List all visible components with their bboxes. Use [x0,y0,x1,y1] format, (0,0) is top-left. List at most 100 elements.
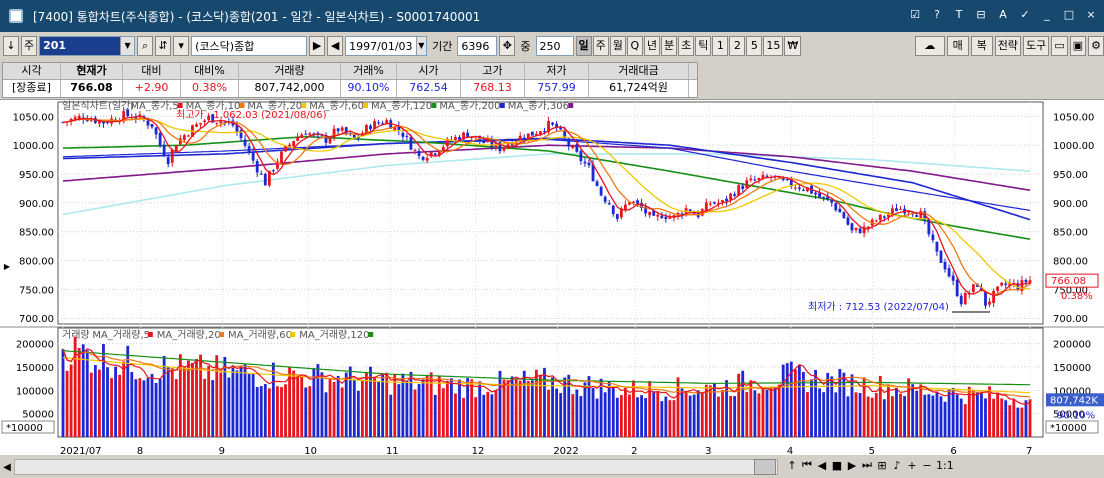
volume-bar [571,394,575,437]
period-button-12[interactable]: ₩ [784,36,802,56]
sort-icon[interactable]: ⇵ [155,36,172,56]
title-button-5[interactable]: ✓ [1020,8,1030,21]
title-button-3[interactable]: ⊟ [976,8,986,21]
candle-body [741,185,745,189]
title-button-7[interactable]: □ [1063,8,1075,21]
period-button-3[interactable]: Q [626,36,643,56]
candle-body [199,122,202,125]
period-button-5[interactable]: 분 [661,36,678,56]
scroll-track[interactable] [14,459,778,475]
count-input[interactable]: 250 [535,36,574,56]
period-button-2[interactable]: 월 [609,36,626,56]
nav-button-9[interactable]: − [922,458,932,472]
candle-body [854,227,858,231]
period-button-8[interactable]: 1 [712,36,729,56]
scroll-left-icon[interactable]: ◀ [3,461,11,473]
chart-area[interactable]: 1050.00 1050.00 1000.00 1000.00 950.00 950.00… [0,99,1104,456]
right-button-3[interactable]: 도구 [1022,36,1050,56]
nav-button-8[interactable]: + [907,458,917,472]
title-button-4[interactable]: A [999,8,1007,21]
move-icon[interactable]: ✥ [499,36,516,56]
quote-header-2: 대비 [123,63,181,79]
side-expand-icon[interactable]: ▶ [3,262,11,271]
title-button-2[interactable]: T [955,8,963,21]
x-tick-label: 8 [137,446,143,456]
title-button-0[interactable]: ☑ [910,8,920,21]
volume-legend-item: MA_거래량,120 [299,329,369,341]
period-button-10[interactable]: 5 [746,36,763,56]
period-button-1[interactable]: 주 [592,36,609,56]
volume-legend-item: MA_거래량,5 [92,329,150,341]
volume-bar [348,366,352,437]
period-button-9[interactable]: 2 [729,36,746,56]
title-button-8[interactable]: × [1086,8,1096,21]
right-button-2[interactable]: 전략 [994,36,1021,56]
down-arrow-button[interactable]: ↓ [3,36,19,56]
right-button-1[interactable]: 복 [970,36,993,56]
chevron-down-icon[interactable]: ▼ [120,37,135,55]
volume-bar [450,378,453,437]
title-button-1[interactable]: ? [934,8,940,21]
back-button[interactable]: ◀ [327,36,344,56]
scroll-thumb[interactable] [754,459,776,475]
volume-bar [802,371,805,437]
period-button-6[interactable]: 초 [678,36,695,56]
candle-body [296,137,300,141]
price-tick-right: 1050.00 [1053,112,1094,123]
quote-header-6: 시가 [397,63,461,79]
volume-bar [437,376,441,437]
volume-bar [975,392,979,437]
volume-bar [980,391,983,437]
period-button-0[interactable]: 일 [575,36,592,56]
candle-body [636,200,639,204]
nav-button-3[interactable]: ■ [831,458,843,472]
candle-body [381,123,385,125]
code-combo[interactable]: 201 ▼ [39,36,136,56]
market-type-button[interactable]: 주 [21,36,38,56]
nav-button-4[interactable]: ▶ [847,458,857,472]
volume-bar [182,366,186,437]
period-button-4[interactable]: 년 [643,36,660,56]
nav-button-0[interactable]: ↑ [787,458,797,472]
candle-body [951,275,955,281]
candle-body [393,126,397,131]
title-button-6[interactable]: _ [1044,8,1050,21]
current-volume-pct: 90.10% [1057,410,1095,421]
candle-body [846,217,850,225]
volume-bar [534,369,538,437]
nav-button-10[interactable]: 1:1 [936,458,954,472]
period-button-11[interactable]: 15 [763,36,784,56]
nav-button-2[interactable]: ◀ [817,458,827,472]
quote-header-3: 대비% [181,63,239,79]
candle-body [866,226,870,229]
volume-bar [838,369,842,437]
stock-name-field[interactable]: (코스닥)종합 [191,36,308,56]
nav-button-1[interactable]: ⏮ [802,458,812,471]
nav-button-5[interactable]: ⏭ [862,458,872,471]
volume-bar [777,384,781,437]
chevron-down-icon[interactable]: ▾ [173,36,190,56]
start-date-combo[interactable]: 1997/01/03 ▼ [345,36,428,56]
nav-button-7[interactable]: ♪ [893,458,901,472]
candle-body [935,241,939,252]
period-button-7[interactable]: 틱 [695,36,712,56]
chart-svg[interactable]: 1050.00 1050.00 1000.00 1000.00 950.00 950.00… [0,100,1104,456]
candle-body [789,179,793,187]
cloud-icon[interactable]: ☁ [914,36,945,56]
volume-bar [611,386,615,437]
search-icon[interactable]: ⌕ [137,36,154,56]
right-button-0[interactable]: 매 [946,36,969,56]
period-input[interactable]: 6396 [457,36,498,56]
volume-bar [591,388,595,437]
settings-icon[interactable]: ⚙ [1088,36,1104,56]
play-button[interactable]: ▶ [309,36,326,56]
candle-body [882,216,886,218]
chevron-down-icon[interactable]: ▼ [415,37,427,55]
candle-body [223,121,227,123]
volume-bar [162,355,166,437]
save-icon[interactable]: ▣ [1069,36,1086,56]
candle-body [462,132,465,140]
volume-bar [943,401,947,437]
folder-icon[interactable]: ▭ [1051,36,1068,56]
nav-button-6[interactable]: ⊞ [877,458,887,472]
